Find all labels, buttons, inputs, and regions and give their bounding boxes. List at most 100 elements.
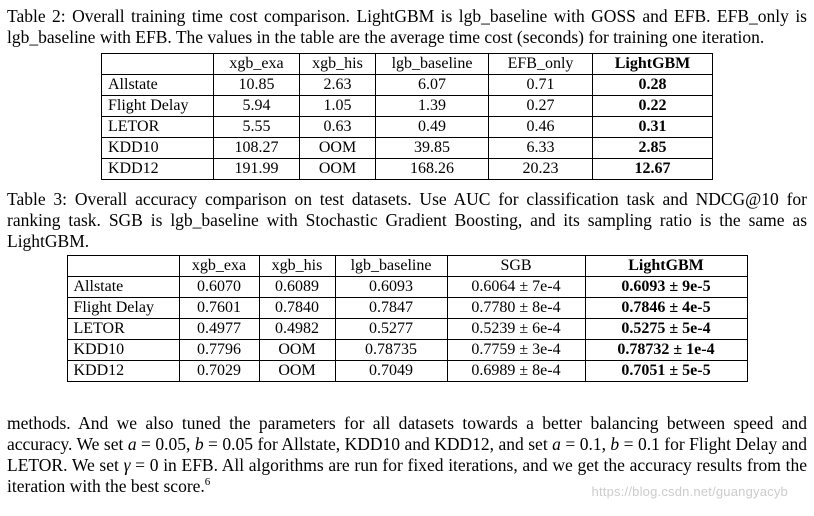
row-label: KDD10 (66, 339, 180, 361)
table3-accuracy: xgb_exa xgb_his lgb_baseline SGB LightGB… (66, 255, 748, 382)
paragraph-text: = 0 in EFB. All algorithms are run for f… (7, 455, 807, 496)
table-cell: 1.05 (299, 95, 376, 117)
table3-col-sgb: SGB (446, 255, 586, 277)
footnote-marker: 6 (204, 476, 211, 489)
table3-header-row: xgb_exa xgb_his lgb_baseline SGB LightGB… (66, 255, 748, 277)
table-cell: 0.7780 ± 8e-4 (446, 297, 586, 319)
table-cell: 0.28 (592, 74, 713, 96)
table-row: KDD12 0.7029 OOM 0.7049 0.6989 ± 8e-4 0.… (66, 360, 748, 382)
row-label: KDD12 (66, 360, 180, 382)
table-cell: 0.6089 (258, 276, 336, 298)
table3-col-lightgbm: LightGBM (584, 255, 748, 277)
paragraph-text: = 0.1, (560, 434, 611, 454)
table-cell: 0.71 (488, 74, 593, 96)
table2-col-xgb-his: xgb_his (299, 53, 376, 75)
paragraph-text: methods. And we also tuned the parameter… (7, 413, 807, 454)
table-cell: 39.85 (375, 137, 489, 159)
table-cell: 0.7049 (334, 360, 448, 382)
row-label: KDD12 (101, 158, 214, 180)
table-row: KDD10 0.7796 OOM 0.78735 0.7759 ± 3e-4 0… (66, 339, 748, 361)
table-row: Allstate 0.6070 0.6089 0.6093 0.6064 ± 7… (66, 276, 748, 298)
table-cell: OOM (258, 339, 336, 361)
math-var-b: b (194, 434, 204, 454)
table-cell: 0.6070 (178, 276, 260, 298)
table-cell: 0.27 (488, 95, 593, 117)
table-cell: 5.94 (213, 95, 300, 117)
table3-corner-cell (66, 255, 180, 277)
paragraph-text: = 0.05, (136, 434, 195, 454)
table-row: KDD12 191.99 OOM 168.26 20.23 12.67 (101, 158, 713, 180)
table2-caption: Table 2: Overall training time cost comp… (7, 6, 807, 47)
table-cell: 0.7051 ± 5e-5 (584, 360, 748, 382)
paragraph-text: = 0.1 for Flight Delay and LETOR. We set (7, 434, 807, 475)
table-row: Flight Delay 0.7601 0.7840 0.7847 0.7780… (66, 297, 748, 319)
table2-header-row: xgb_exa xgb_his lgb_baseline EFB_only Li… (101, 53, 713, 75)
table-cell: 5.55 (213, 116, 300, 138)
table3-col-lgb-baseline: lgb_baseline (334, 255, 448, 277)
table-row: LETOR 5.55 0.63 0.49 0.46 0.31 (101, 116, 713, 138)
table-row: KDD10 108.27 OOM 39.85 6.33 2.85 (101, 137, 713, 159)
table-cell: 0.6064 ± 7e-4 (446, 276, 586, 298)
table-cell: 0.7840 (258, 297, 336, 319)
math-var-a: a (552, 434, 561, 454)
table-row: Flight Delay 5.94 1.05 1.39 0.27 0.22 (101, 95, 713, 117)
row-label: KDD10 (101, 137, 214, 159)
table-cell: 0.7847 (334, 297, 448, 319)
table-row: LETOR 0.4977 0.4982 0.5277 0.5239 ± 6e-4… (66, 318, 748, 340)
watermark-url: https://blog.csdn.net/guangyacyb (591, 484, 788, 499)
table2-training-time: xgb_exa xgb_his lgb_baseline EFB_only Li… (101, 53, 713, 180)
table3-caption: Table 3: Overall accuracy comparison on … (7, 189, 807, 251)
table-cell: 0.7601 (178, 297, 260, 319)
table2-col-lgb-baseline: lgb_baseline (375, 53, 489, 75)
row-label: Flight Delay (101, 95, 214, 117)
table-cell: 0.63 (299, 116, 376, 138)
table-cell: 0.22 (592, 95, 713, 117)
table-cell: 0.7796 (178, 339, 260, 361)
table-cell: 6.33 (488, 137, 593, 159)
table2-col-xgb-exa: xgb_exa (213, 53, 300, 75)
table-cell: 0.5239 ± 6e-4 (446, 318, 586, 340)
table-cell: OOM (299, 137, 376, 159)
table-cell: 0.7029 (178, 360, 260, 382)
math-var-gamma: γ (123, 455, 131, 475)
math-var-a: a (127, 434, 137, 454)
table-cell: 1.39 (375, 95, 489, 117)
table-cell: 0.78735 (334, 339, 448, 361)
row-label: LETOR (66, 318, 180, 340)
table-cell: 0.46 (488, 116, 593, 138)
table-cell: 0.7759 ± 3e-4 (446, 339, 586, 361)
body-paragraph: methods. And we also tuned the parameter… (7, 413, 807, 497)
row-label: LETOR (101, 116, 214, 138)
table-cell: 20.23 (488, 158, 593, 180)
table-cell: 0.78732 ± 1e-4 (584, 339, 748, 361)
row-label: Allstate (66, 276, 180, 298)
table-cell: 2.63 (299, 74, 376, 96)
table-cell: 12.67 (592, 158, 713, 180)
table-cell: 10.85 (213, 74, 300, 96)
table2-col-lightgbm: LightGBM (592, 53, 713, 75)
table3-col-xgb-his: xgb_his (258, 255, 336, 277)
table-cell: 6.07 (375, 74, 489, 96)
row-label: Allstate (101, 74, 214, 96)
table2-col-efb-only: EFB_only (488, 53, 593, 75)
table-cell: 0.7846 ± 4e-5 (584, 297, 748, 319)
paragraph-text: = 0.05 for Allstate, KDD10 and KDD12, an… (203, 434, 553, 454)
table-cell: 0.6093 (334, 276, 448, 298)
table-cell: 0.31 (592, 116, 713, 138)
table-cell: 0.5277 (334, 318, 448, 340)
table-cell: 108.27 (213, 137, 300, 159)
table-cell: 0.6093 ± 9e-5 (584, 276, 748, 298)
table-cell: 168.26 (375, 158, 489, 180)
table-cell: 2.85 (592, 137, 713, 159)
table-cell: 0.49 (375, 116, 489, 138)
table-cell: OOM (258, 360, 336, 382)
table-cell: 0.6989 ± 8e-4 (446, 360, 586, 382)
table-row: Allstate 10.85 2.63 6.07 0.71 0.28 (101, 74, 713, 96)
table-cell: 191.99 (213, 158, 300, 180)
table3-col-xgb-exa: xgb_exa (178, 255, 260, 277)
table-cell: 0.4982 (258, 318, 336, 340)
row-label: Flight Delay (66, 297, 180, 319)
table-cell: 0.5275 ± 5e-4 (584, 318, 748, 340)
table2-corner-cell (101, 53, 214, 75)
